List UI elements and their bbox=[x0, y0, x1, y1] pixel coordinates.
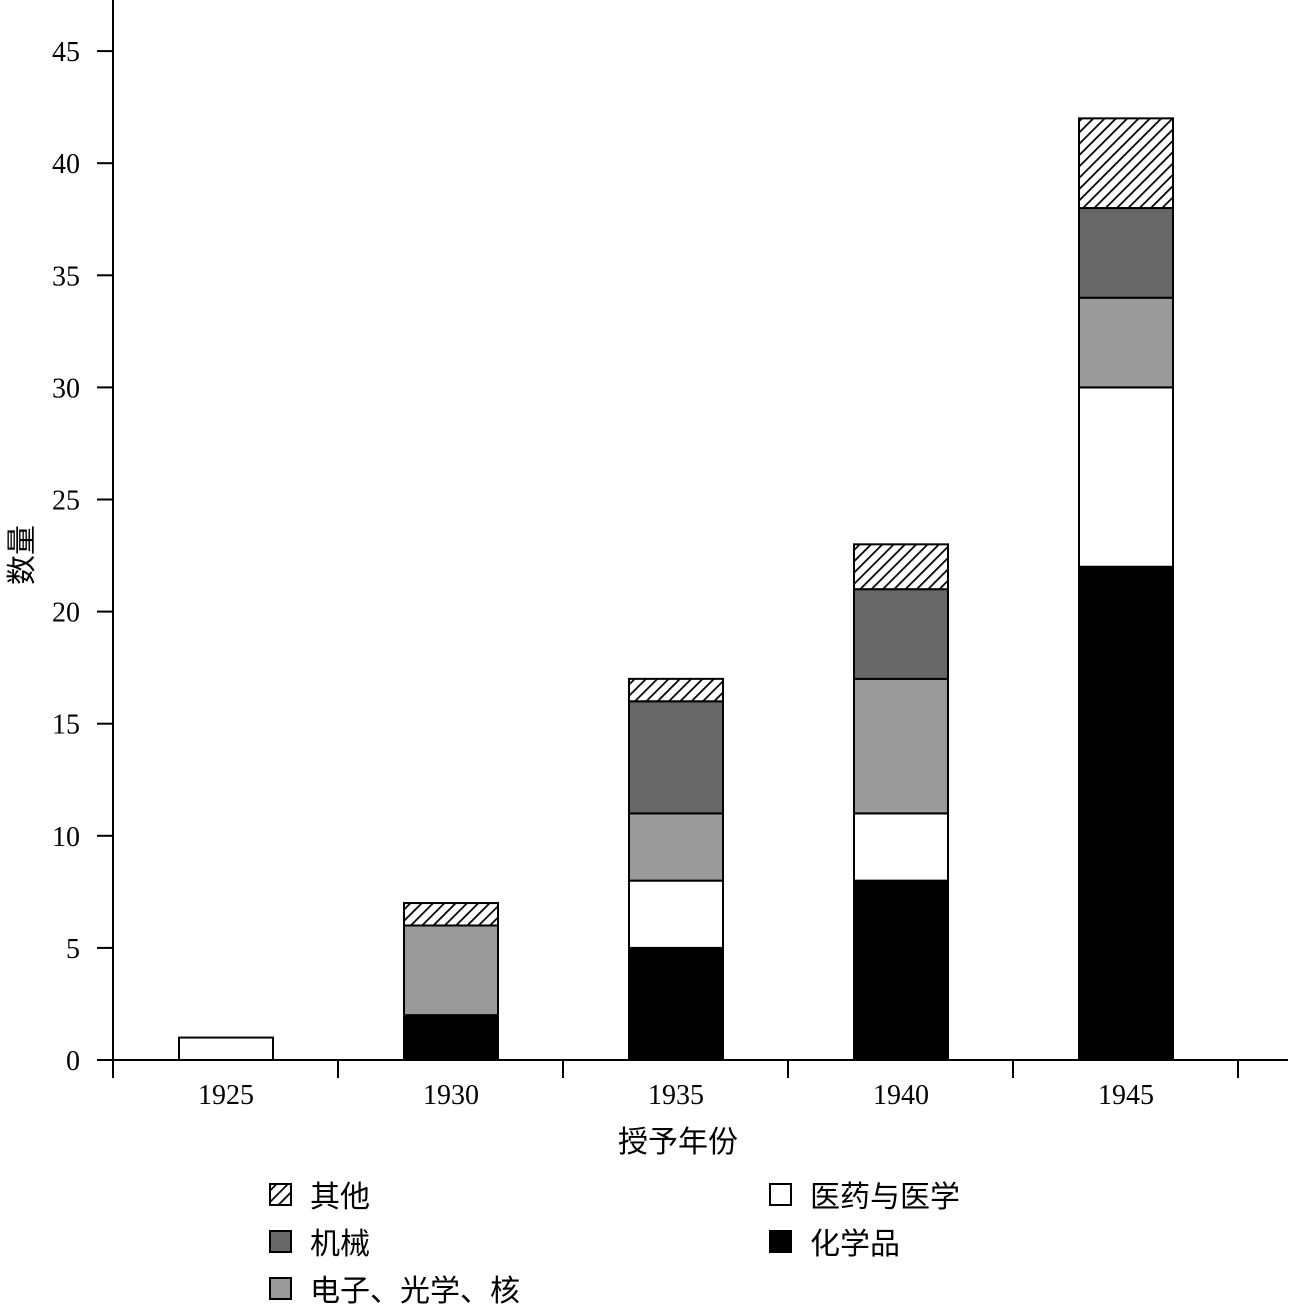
bar-segment-1945-series-0 bbox=[1078, 565, 1174, 1061]
bar-segment-1935-series-0 bbox=[628, 946, 724, 1062]
y-tick-label-15: 15 bbox=[52, 710, 80, 741]
y-axis: 0 5 10 15 20 25 30 35 40 45 bbox=[52, 0, 114, 1077]
x-axis-label: 授予年份 bbox=[618, 1125, 738, 1160]
bar-segment-1935-series-2 bbox=[628, 812, 724, 882]
bar-segment-1940-series-0 bbox=[853, 879, 949, 1062]
legend-swatch-0-2 bbox=[269, 1277, 292, 1300]
bar-segment-1935-series-4 bbox=[628, 677, 724, 703]
legend-label-1-0: 医药与医学 bbox=[810, 1180, 960, 1215]
legend-swatch-1-0 bbox=[769, 1183, 792, 1206]
y-tick-label-5: 5 bbox=[66, 934, 80, 965]
bar-segment-1940-series-2 bbox=[853, 677, 949, 815]
bar-segment-1940-series-4 bbox=[853, 543, 949, 591]
bar-segment-1940-series-3 bbox=[853, 588, 949, 680]
bar-segment-1940-series-1 bbox=[853, 812, 949, 882]
y-tick-label-40: 40 bbox=[52, 149, 80, 180]
bar-segment-1930-series-4 bbox=[403, 902, 499, 927]
y-tick-label-35: 35 bbox=[52, 261, 80, 292]
y-tick-label-0: 0 bbox=[66, 1046, 80, 1077]
y-axis-label: 数量 bbox=[5, 525, 40, 585]
bar-segment-1930-series-2 bbox=[403, 924, 499, 1017]
y-tick-label-25: 25 bbox=[52, 486, 80, 517]
bar-segment-1945-series-1 bbox=[1078, 386, 1174, 568]
x-tick-label-1925: 1925 bbox=[198, 1080, 254, 1111]
plot-area bbox=[178, 117, 1174, 1062]
x-tick-label-1930: 1930 bbox=[423, 1080, 479, 1111]
legend-label-0-0: 其他 bbox=[310, 1180, 370, 1215]
legend-label-0-1: 机械 bbox=[310, 1227, 370, 1262]
bar-segment-1945-series-3 bbox=[1078, 207, 1174, 299]
y-tick-label-10: 10 bbox=[52, 822, 80, 853]
legend-label-0-2: 电子、光学、核 bbox=[310, 1274, 520, 1305]
bar-segment-1930-series-0 bbox=[403, 1014, 499, 1061]
bar-segment-1935-series-1 bbox=[628, 879, 724, 949]
x-tick-label-1945: 1945 bbox=[1098, 1080, 1154, 1111]
legend-swatch-0-0 bbox=[269, 1183, 292, 1206]
x-tick-label-1940: 1940 bbox=[873, 1080, 929, 1111]
legend-swatch-0-1 bbox=[269, 1230, 292, 1253]
bar-segment-1925-series-1 bbox=[178, 1036, 274, 1061]
bar-segment-1945-series-4 bbox=[1078, 117, 1174, 210]
y-tick-label-45: 45 bbox=[52, 37, 80, 68]
bar-segment-1945-series-2 bbox=[1078, 296, 1174, 389]
legend-swatch-1-1 bbox=[769, 1230, 792, 1253]
bar-segment-1935-series-3 bbox=[628, 700, 724, 815]
x-axis: 1925 1930 1935 1940 1945 bbox=[112, 1059, 1288, 1111]
legend-label-1-1: 化学品 bbox=[810, 1227, 900, 1262]
x-tick-label-1935: 1935 bbox=[648, 1080, 704, 1111]
y-tick-label-20: 20 bbox=[52, 598, 80, 629]
y-tick-label-30: 30 bbox=[52, 373, 80, 404]
